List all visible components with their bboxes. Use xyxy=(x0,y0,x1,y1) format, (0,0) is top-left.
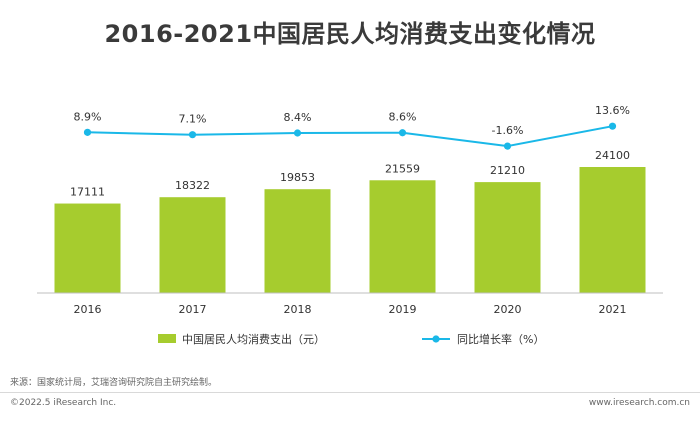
rate-label-2016: 8.9% xyxy=(74,110,102,123)
bar-2021 xyxy=(579,167,646,293)
legend-line-dot xyxy=(432,335,440,343)
rate-label-2021: 13.6% xyxy=(595,104,630,117)
x-tick-label-2020: 2020 xyxy=(494,303,522,316)
bar-value-label-2017: 18322 xyxy=(175,179,210,192)
x-tick-label-2018: 2018 xyxy=(284,303,312,316)
bar-value-labels: 17111 18322 19853 21559 21210 24100 xyxy=(70,149,630,199)
legend-bar-label: 中国居民人均消费支出（元） xyxy=(182,332,325,346)
bar-2019 xyxy=(369,180,436,293)
growth-rate-labels: 8.9% 7.1% 8.4% 8.6% -1.6% 13.6% xyxy=(74,104,630,137)
legend: 中国居民人均消费支出（元） 同比增长率（%） xyxy=(158,332,544,346)
legend-line-label: 同比增长率（%） xyxy=(457,332,544,346)
rate-label-2020: -1.6% xyxy=(492,124,524,137)
rate-label-2017: 7.1% xyxy=(179,113,207,126)
legend-bar-swatch xyxy=(158,334,176,343)
rate-label-2019: 8.6% xyxy=(389,111,417,124)
page-title: 2016-2021中国居民人均消费支出变化情况 xyxy=(104,20,596,48)
bar-2016 xyxy=(54,203,121,293)
x-tick-label-2016: 2016 xyxy=(74,303,102,316)
website: www.iresearch.com.cn xyxy=(588,398,690,408)
rate-point-2017 xyxy=(188,131,197,139)
bar-value-label-2016: 17111 xyxy=(70,186,105,199)
rate-point-2018 xyxy=(293,129,302,137)
copyright: ©2022.5 iResearch Inc. xyxy=(10,398,117,408)
growth-rate-points xyxy=(83,122,617,150)
footer-divider xyxy=(0,392,700,393)
x-axis-tick-labels: 2016 2017 2018 2019 2020 2021 xyxy=(74,303,627,316)
rate-point-2021 xyxy=(608,122,617,130)
rate-point-2020 xyxy=(503,142,512,150)
bar-2020 xyxy=(474,182,541,293)
source-note: 来源：国家统计局，艾瑞咨询研究院自主研究绘制。 xyxy=(10,378,218,388)
x-tick-label-2017: 2017 xyxy=(179,303,207,316)
growth-rate-line xyxy=(87,125,613,148)
rate-point-2019 xyxy=(398,129,407,137)
x-tick-label-2019: 2019 xyxy=(389,303,417,316)
rate-label-2018: 8.4% xyxy=(284,111,312,124)
bar-2017 xyxy=(159,197,226,293)
bar-value-label-2019: 21559 xyxy=(385,162,420,175)
x-tick-label-2021: 2021 xyxy=(599,303,627,316)
rate-point-2016 xyxy=(83,128,92,136)
bar-group xyxy=(54,167,646,293)
bar-2018 xyxy=(264,189,331,293)
bar-value-label-2018: 19853 xyxy=(280,171,315,184)
bar-value-label-2020: 21210 xyxy=(490,164,525,177)
bar-value-label-2021: 24100 xyxy=(595,149,630,162)
